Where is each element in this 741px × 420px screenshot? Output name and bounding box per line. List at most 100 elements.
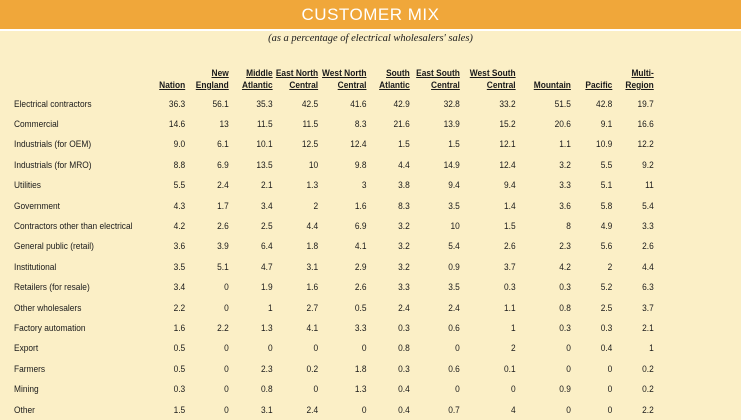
- table-cell: 3.1: [306, 261, 319, 273]
- column-header-line2: Atlantic: [379, 80, 410, 91]
- column-header: Middle Atlantic: [229, 56, 273, 94]
- table-cell: 0: [455, 384, 460, 396]
- column-header-line2: Central: [486, 80, 516, 91]
- title-banner: CUSTOMER MIX: [0, 0, 741, 31]
- table-cell: 0: [224, 404, 229, 416]
- table-cell: 15.2: [499, 119, 516, 131]
- table-cell: 3.1: [260, 404, 273, 416]
- table-cell: 2.5: [260, 221, 273, 233]
- table-cell: 2.6: [354, 282, 367, 294]
- table-cell: 8.8: [173, 159, 186, 171]
- table-cell: 4.7: [260, 261, 273, 273]
- table-cell: 3.3: [559, 180, 571, 192]
- table-cell: 1.7: [217, 200, 229, 212]
- table-cell: 5.2: [600, 282, 613, 294]
- table-cell: 3.3: [354, 322, 367, 334]
- table-row: Government 4.3 1.7 3.4 2 1.6 8.3 3.5 1.4 3.6 5.8 5.…: [14, 196, 654, 216]
- row-label: Electrical contractors: [14, 98, 92, 110]
- table-cell: 4: [510, 404, 516, 416]
- row-label-header: [14, 56, 153, 94]
- row-label: Other: [14, 404, 35, 416]
- table-cell: 1.3: [306, 180, 319, 192]
- table-cell: 2.3: [559, 241, 571, 253]
- table-cell: 0: [607, 404, 613, 416]
- table-row: Electrical contractors 36.3 56.1 35.3 42.5 41…: [14, 94, 654, 114]
- table-cell: 4.1: [306, 322, 319, 334]
- table-cell: 21.6: [393, 119, 410, 131]
- table-cell: 42.5: [301, 98, 319, 110]
- table-cell: 2.4: [306, 404, 319, 416]
- table-cell: 2.7: [306, 302, 319, 314]
- table-cell: 0.6: [448, 363, 460, 375]
- table-cell: 11.5: [302, 119, 319, 131]
- column-header: Multi- Region: [612, 56, 653, 94]
- row-label: Farmers: [14, 363, 46, 375]
- table-cell: 1.1: [559, 139, 571, 151]
- table-cell: 0: [224, 343, 229, 355]
- column-header-line2: Pacific: [585, 80, 613, 91]
- table-cell: 2.1: [260, 180, 273, 192]
- column-header: Mountain: [516, 56, 571, 94]
- table-cell: 0.2: [642, 384, 654, 396]
- table-cell: 2.4: [448, 302, 460, 314]
- row-label: Commercial: [14, 119, 59, 131]
- column-header: West South Central: [460, 56, 516, 94]
- table-cell: 0.2: [306, 363, 319, 375]
- row-label: Industrials (for OEM): [14, 139, 92, 151]
- table-cell: 1.5: [173, 404, 186, 416]
- table-body: Electrical contractors 36.3 56.1 35.3 42.5 41…: [14, 94, 654, 420]
- row-label: Institutional: [14, 261, 57, 273]
- table-cell: 42.8: [596, 98, 613, 110]
- table-cell: 5.5: [600, 159, 613, 171]
- table-cell: 2: [607, 261, 613, 273]
- table-cell: 5.5: [173, 180, 186, 192]
- table-cell: 3.5: [448, 200, 460, 212]
- column-header-line2: England: [195, 80, 229, 91]
- table-cell: 36.3: [168, 98, 186, 110]
- table-cell: 0: [566, 404, 571, 416]
- table-cell: 0: [566, 363, 571, 375]
- table-cell: 8.3: [354, 119, 367, 131]
- table-cell: 3.8: [398, 180, 410, 192]
- table-cell: 2.4: [217, 180, 229, 192]
- table-cell: 0: [224, 384, 229, 396]
- column-header: South Atlantic: [366, 56, 410, 94]
- column-header: New England: [185, 56, 229, 94]
- table-cell: 1.6: [173, 322, 186, 334]
- table-cell: 14.6: [168, 119, 186, 131]
- table-cell: 2.9: [354, 261, 367, 273]
- table-cell: 16.6: [637, 119, 654, 131]
- column-header-line2: Nation: [159, 80, 186, 91]
- table-row: Contractors other than electrical 4.2 2.6 2…: [14, 216, 654, 236]
- table-cell: 0.4: [398, 384, 410, 396]
- table-cell: 2.5: [600, 302, 613, 314]
- table-cell: 0.8: [260, 384, 273, 396]
- table-cell: 4.1: [354, 241, 367, 253]
- table-cell: 20.6: [554, 119, 571, 131]
- column-header-line1: East North: [275, 68, 319, 79]
- table-cell: 6.3: [642, 282, 654, 294]
- row-label: Contractors other than electrical: [14, 221, 133, 233]
- table-cell: 4.2: [173, 221, 186, 233]
- table-cell: 3.2: [398, 261, 410, 273]
- table-cell: 3.6: [559, 200, 571, 212]
- table-cell: 6.9: [217, 159, 229, 171]
- table-row: Institutional 3.5 5.1 4.7 3.1 2.9 3.2 0.9 3.7 4.2…: [14, 257, 654, 277]
- table-cell: 0.9: [448, 261, 460, 273]
- table-cell: 9.2: [642, 159, 654, 171]
- table-cell: 4.3: [173, 200, 186, 212]
- row-label: Industrials (for MRO): [14, 159, 92, 171]
- table-cell: 1.5: [398, 139, 410, 151]
- table-cell: 6.9: [354, 221, 367, 233]
- table-cell: 1.1: [503, 302, 516, 314]
- table-cell: 1.5: [448, 139, 460, 151]
- table-cell: 0: [224, 282, 229, 294]
- table-cell: 33.2: [499, 98, 516, 110]
- table-row: General public (retail) 3.6 3.9 6.4 1.8 4.1 3.…: [14, 237, 654, 257]
- table-cell: 0: [224, 302, 229, 314]
- table-cell: 0.3: [600, 322, 613, 334]
- table-cell: 13.9: [443, 119, 460, 131]
- table-row: Factory automation 1.6 2.2 1.3 4.1 3.3 0.3 0.6 1…: [14, 318, 654, 338]
- column-header-line1: Multi-: [631, 68, 654, 79]
- column-header-line1: East South: [416, 68, 460, 79]
